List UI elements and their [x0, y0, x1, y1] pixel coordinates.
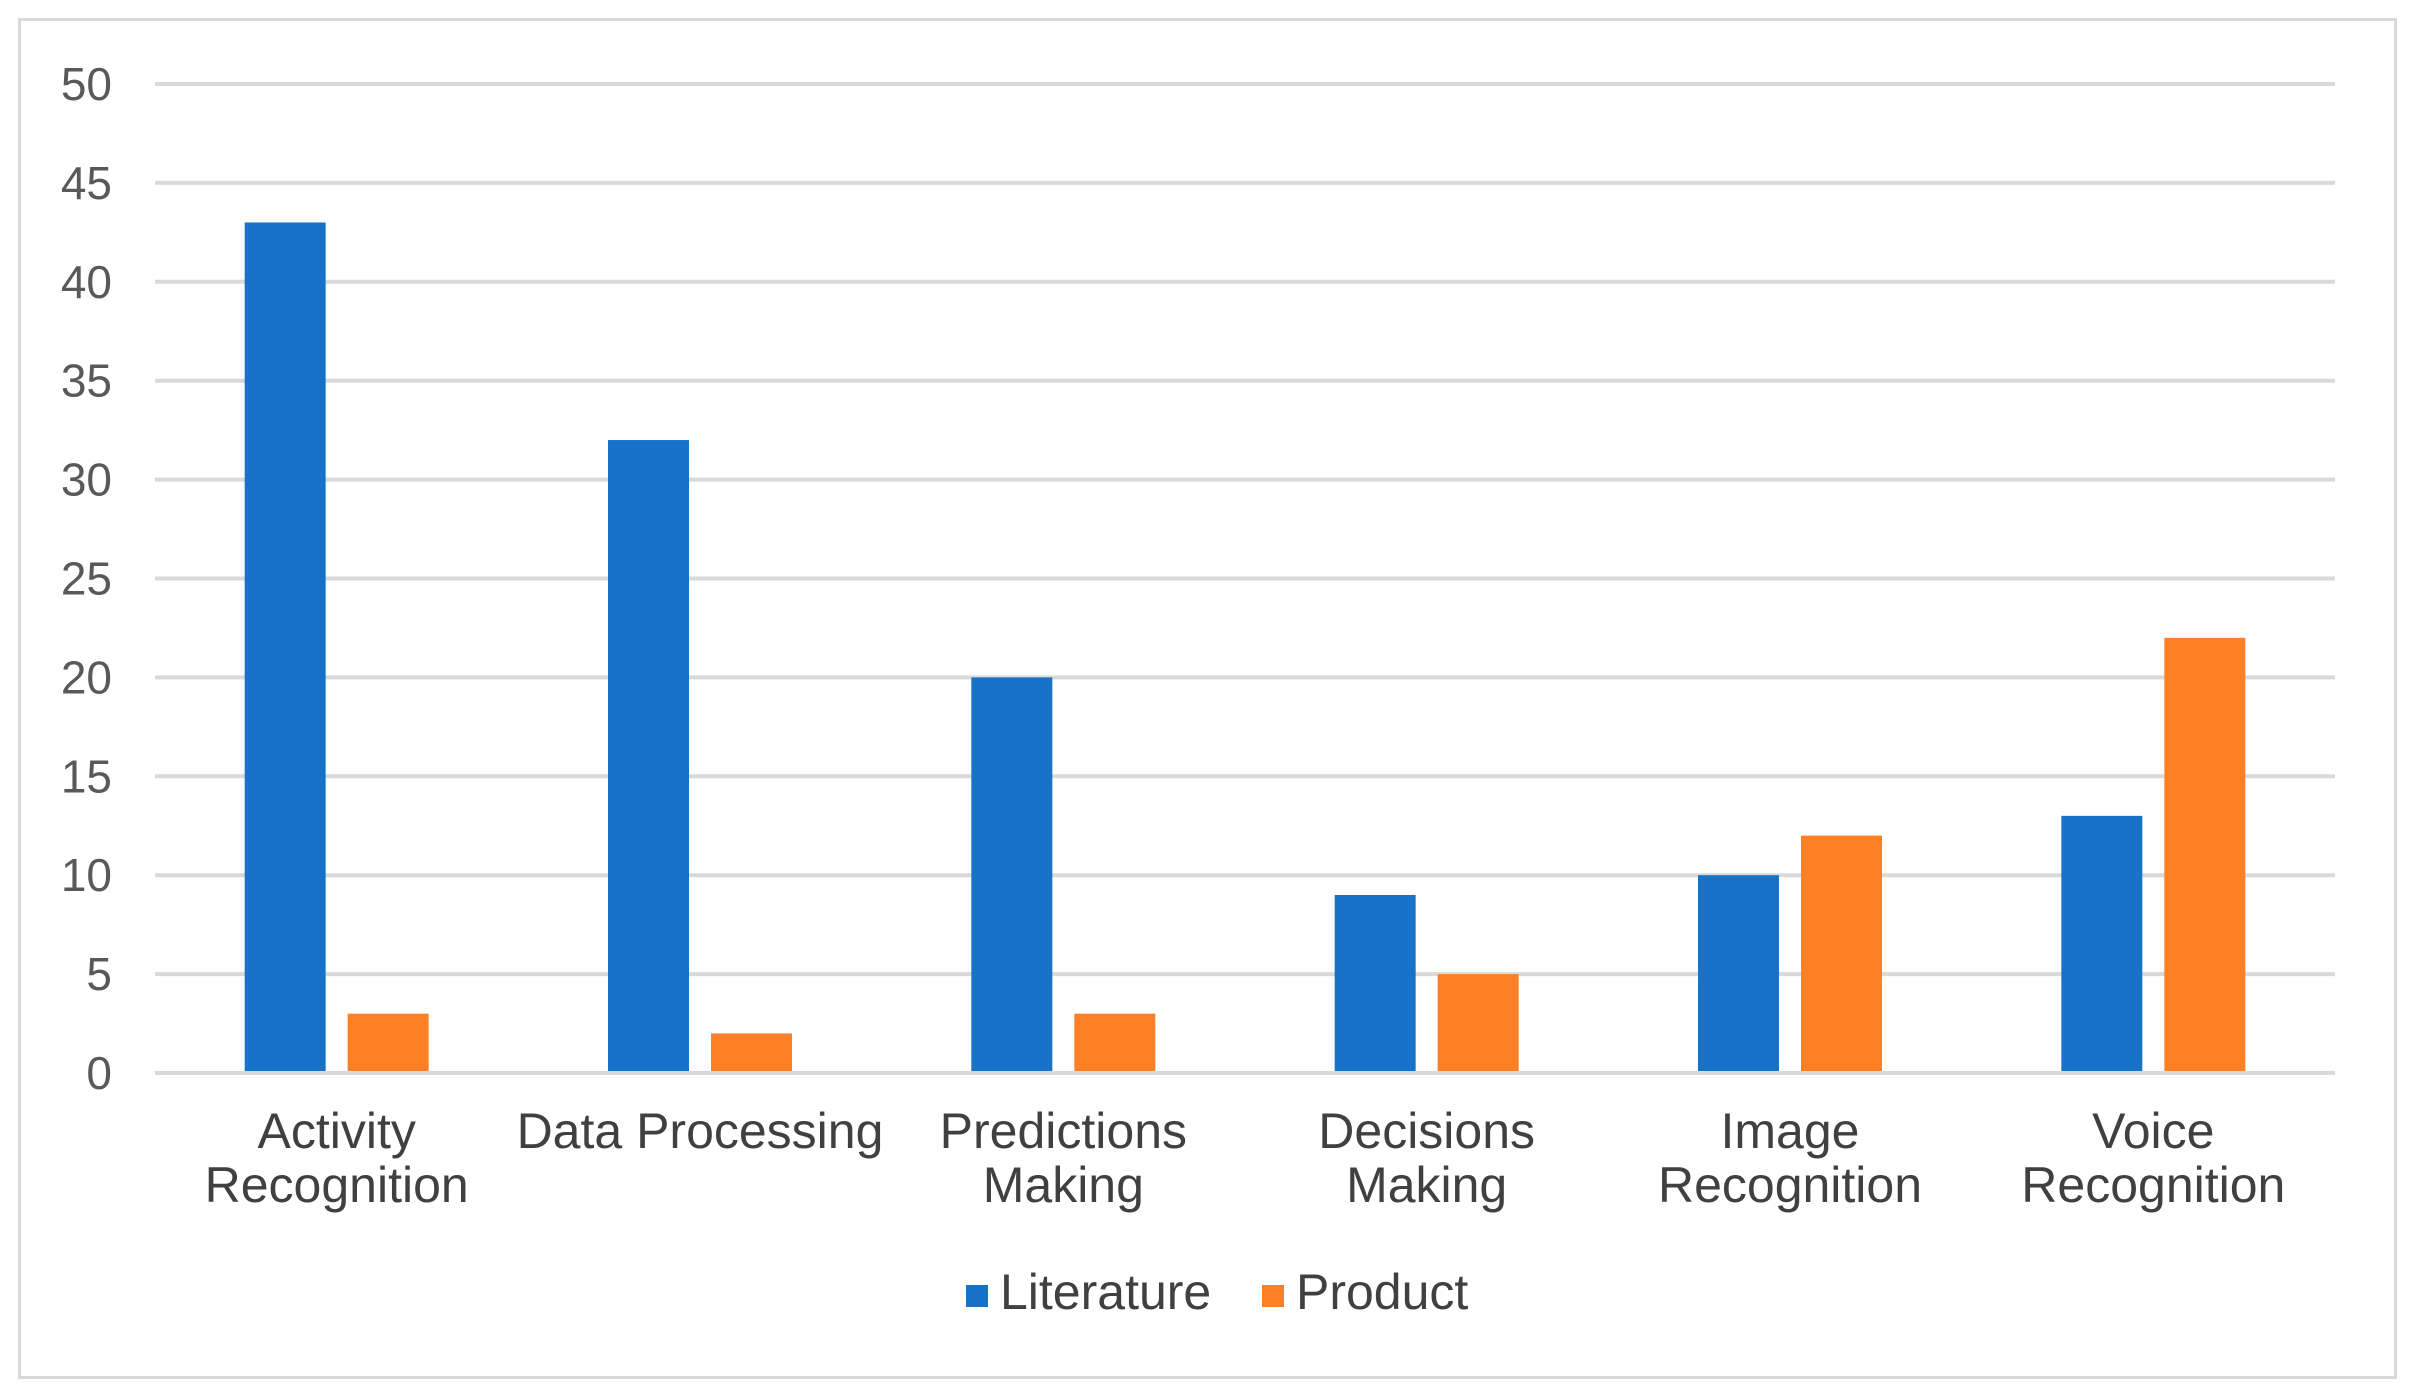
bar-literature-0 — [244, 222, 326, 1073]
y-tick-label: 50 — [61, 58, 112, 110]
x-category-label: Decisions — [1318, 1103, 1535, 1159]
x-category-label: Making — [983, 1157, 1144, 1213]
bar-literature-4 — [1698, 875, 1779, 1073]
bar-product-0 — [347, 1013, 429, 1073]
legend: Literature Product — [966, 1264, 1468, 1320]
bar-product-2 — [1074, 1013, 1156, 1073]
x-category-label: Recognition — [205, 1157, 469, 1213]
bar-literature-1 — [608, 440, 689, 1073]
y-tick-label: 0 — [86, 1047, 112, 1099]
x-category-label: Making — [1346, 1157, 1507, 1213]
x-category-label: Data Processing — [517, 1103, 884, 1159]
y-tick-label: 30 — [61, 454, 112, 506]
y-axis-ticks: 0 5 10 15 20 25 30 35 40 45 50 — [61, 58, 112, 1099]
chart-frame — [18, 18, 2397, 1379]
gridlines — [155, 82, 2335, 977]
bar-literature-2 — [971, 677, 1053, 1073]
x-category-label: Voice — [2092, 1103, 2214, 1159]
bar-literature-3 — [1334, 894, 1416, 1073]
bar-product-3 — [1437, 974, 1519, 1073]
x-category-label: Image — [1721, 1103, 1860, 1159]
legend-label-product: Product — [1296, 1264, 1468, 1320]
y-tick-label: 40 — [61, 256, 112, 308]
bar-product-4 — [1801, 835, 1882, 1073]
legend-swatch-product — [1262, 1285, 1284, 1307]
y-tick-label: 35 — [61, 355, 112, 407]
y-tick-label: 15 — [61, 750, 112, 802]
legend-label-literature: Literature — [1000, 1264, 1211, 1320]
x-category-label: Activity — [257, 1103, 415, 1159]
bar-product-5 — [2164, 637, 2246, 1073]
y-tick-label: 5 — [86, 948, 112, 1000]
bar-literature-5 — [2061, 815, 2143, 1073]
bar-product-1 — [711, 1033, 792, 1073]
y-tick-label: 20 — [61, 651, 112, 703]
y-tick-label: 25 — [61, 553, 112, 605]
y-tick-label: 10 — [61, 849, 112, 901]
bars — [244, 222, 2246, 1073]
x-category-label: Predictions — [940, 1103, 1187, 1159]
x-category-label: Recognition — [2021, 1157, 2285, 1213]
x-category-label: Recognition — [1658, 1157, 1922, 1213]
y-tick-label: 45 — [61, 157, 112, 209]
legend-swatch-literature — [966, 1285, 988, 1307]
